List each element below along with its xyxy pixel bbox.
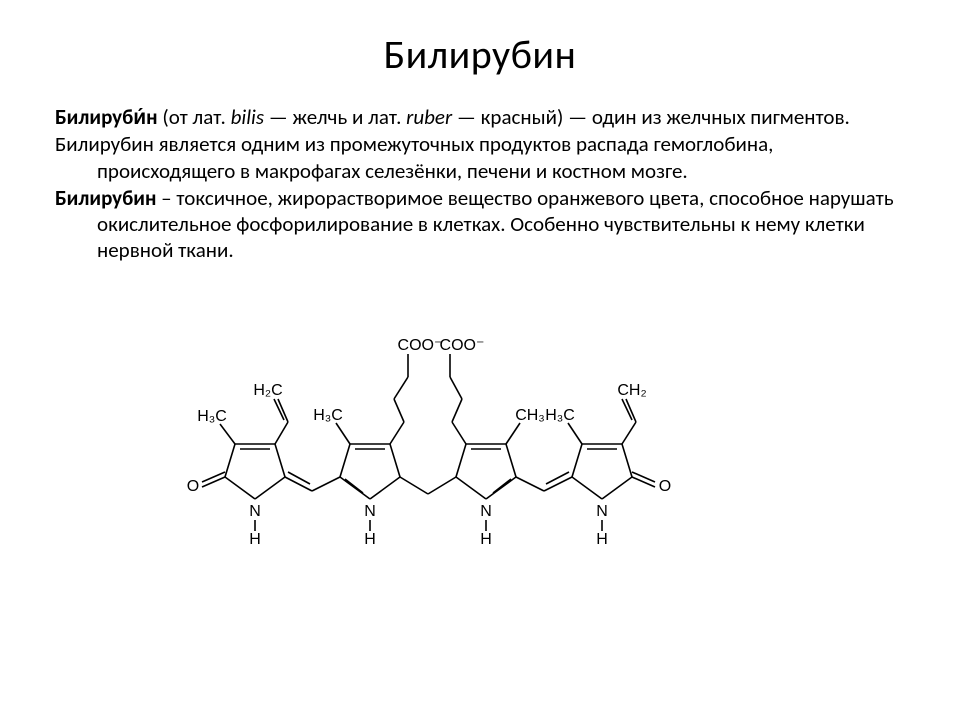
p3-rest: – токсичное, жирорастворимое вещество ор… [97,185,894,264]
label-coo-c: COO⁻ [440,337,485,354]
label-ch2-d: CH₂ [617,382,646,399]
p1-seg3: — красный) — один из желчных пигментов. [452,104,850,130]
label-N-d: N [596,503,608,520]
paragraph-2: Билирубин является одним из промежуточны… [55,131,905,184]
paragraph-1: Билируби́н (от лат. bilis — желчь и лат.… [55,104,905,130]
p1-seg2: — желчь и лат. [264,104,406,130]
label-H-b: H [364,531,376,548]
label-h2c-a: H₂C [253,382,282,399]
bilirubin-structure-svg: O N H H₃C H₂C N H [160,299,800,549]
p1-lead: Билируби́н [55,104,158,130]
p3-lead: Билирубин [55,185,156,211]
label-H-a: H [249,531,261,548]
label-ch3-c: CH₃ [515,407,545,424]
label-N-a: N [249,503,261,520]
p1-italic-bilis: bilis [231,104,264,130]
label-h3c-d: H₃C [545,407,575,424]
slide-title: Билирубин [55,30,905,79]
label-O-right: O [659,478,671,495]
label-h3c-a: H₃C [197,408,227,425]
structure-diagram: O N H H₃C H₂C N H [55,299,905,554]
label-N-c: N [480,503,492,520]
label-N-b: N [364,503,376,520]
paragraph-3: Билирубин – токсичное, жирорастворимое в… [55,185,905,264]
label-h3c-b: H₃C [313,407,343,424]
label-H-c: H [480,531,492,548]
label-O-left: O [187,478,199,495]
p1-seg1: (от лат. [158,104,231,130]
slide: Билирубин Билируби́н (от лат. bilis — же… [0,0,960,720]
body-text: Билируби́н (от лат. bilis — желчь и лат.… [55,104,905,264]
p1-italic-ruber: ruber [406,104,452,130]
label-H-d: H [596,531,608,548]
label-coo-b: COO⁻ [398,337,443,354]
